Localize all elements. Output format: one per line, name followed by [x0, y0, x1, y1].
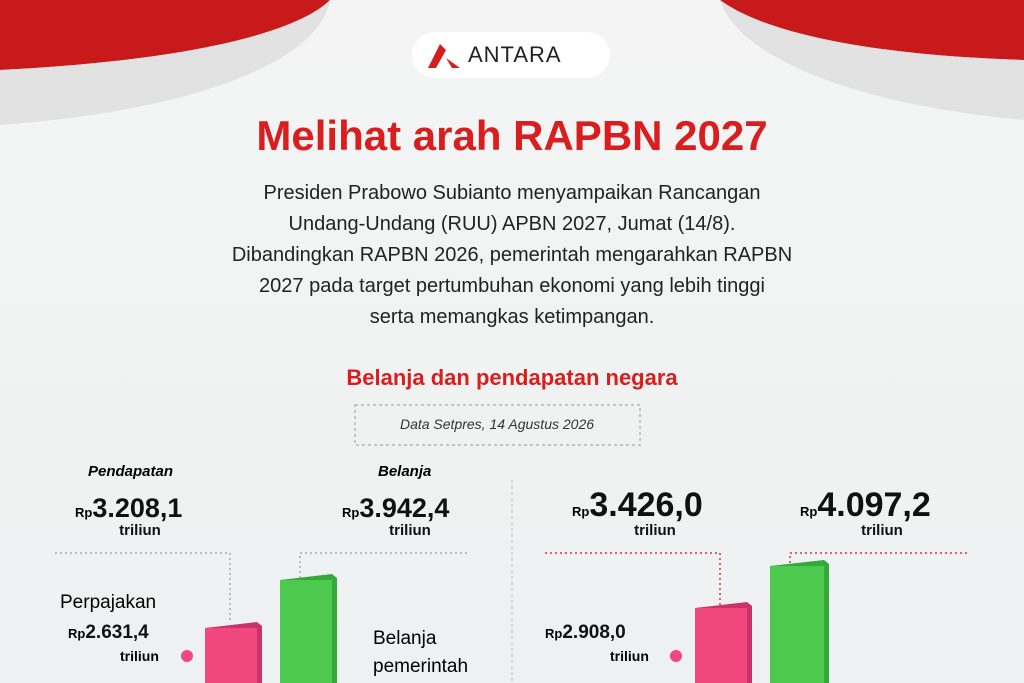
- label: Pendapatan: [88, 463, 174, 480]
- section-title: Belanja dan pendapatan negara: [346, 365, 678, 390]
- source-box: [354, 404, 641, 446]
- intro-line: 2027 pada target pertumbuhan ekonomi yan…: [259, 275, 765, 297]
- source: Data Setpres, 14 Agustus 2026: [399, 416, 595, 432]
- logo-icon: [428, 44, 460, 68]
- value: 3.426,0: [589, 486, 703, 524]
- intro-line: Dibandingkan RAPBN 2026, pemerintah meng…: [231, 244, 793, 266]
- currency: Rp: [342, 505, 360, 520]
- currency: Rp: [75, 505, 93, 520]
- dot: [181, 650, 193, 662]
- curtain-right-white: [720, 0, 1024, 120]
- dot: [670, 650, 682, 662]
- amount: Rp4.097,2: [800, 486, 931, 525]
- logo-pill: [412, 32, 610, 78]
- currency: Rp: [800, 504, 818, 519]
- amount: Rp3.426,0: [572, 486, 703, 525]
- intro-line: Undang-Undang (RUU) APBN 2027, Jumat (14…: [288, 213, 736, 235]
- value: 3.942,4: [359, 493, 450, 523]
- label: Perpajakan: [60, 592, 157, 613]
- value: 3.208,1: [92, 493, 183, 523]
- bar-pink: [695, 608, 747, 683]
- label: pemerintah: [373, 656, 469, 677]
- logo: ANTARA: [468, 42, 562, 67]
- title: Melihat arah RAPBN 2027: [256, 112, 768, 159]
- unit: triliun: [389, 522, 431, 539]
- bar-green: [770, 566, 824, 683]
- currency: Rp: [572, 504, 590, 519]
- bar-pink: [205, 628, 257, 683]
- amount: Rp2.631,4: [68, 622, 149, 644]
- unit: triliun: [120, 648, 159, 664]
- unit: triliun: [861, 522, 903, 539]
- intro-line: Presiden Prabowo Subianto menyampaikan R…: [263, 182, 761, 204]
- amount: Rp3.208,1: [75, 493, 182, 524]
- bar-green: [280, 580, 332, 683]
- curtain-right: [720, 0, 1024, 60]
- guide-left: [55, 552, 470, 620]
- unit: triliun: [634, 522, 676, 539]
- amount: Rp2.908,0: [545, 622, 626, 644]
- guide-right: [545, 552, 970, 605]
- unit: triliun: [610, 648, 649, 664]
- label: Belanja: [373, 628, 437, 649]
- unit: triliun: [119, 522, 161, 539]
- value: 2.631,4: [85, 622, 149, 643]
- curtain-left-white: [0, 0, 330, 125]
- amount: Rp3.942,4: [342, 493, 449, 524]
- currency: Rp: [68, 626, 86, 641]
- value: 2.908,0: [562, 622, 626, 643]
- curtain-left: [0, 0, 330, 70]
- label: Belanja: [378, 463, 432, 480]
- value: 4.097,2: [817, 486, 931, 524]
- intro-line: serta memangkas ketimpangan.: [369, 306, 655, 328]
- currency: Rp: [545, 626, 563, 641]
